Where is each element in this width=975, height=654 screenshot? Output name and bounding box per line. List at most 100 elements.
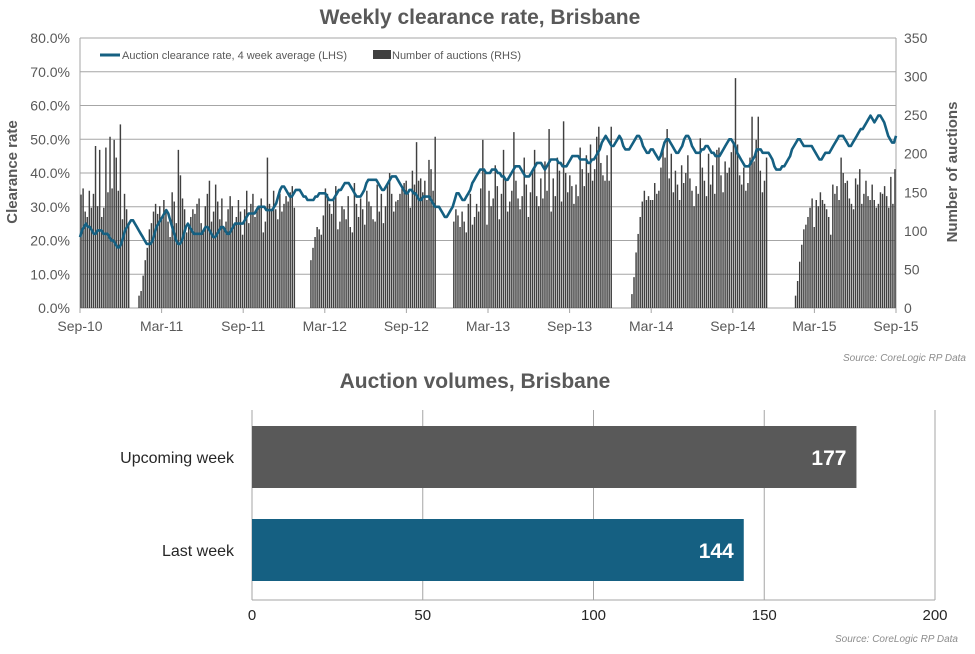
auction-bar — [867, 196, 869, 308]
auction-bar — [542, 198, 544, 308]
auction-bar — [687, 155, 689, 308]
auction-bar — [328, 203, 331, 308]
auction-bar — [714, 193, 716, 308]
auction-bar — [531, 170, 534, 308]
auction-bar — [86, 216, 88, 308]
auction-bar — [146, 247, 149, 308]
auction-bar — [144, 260, 146, 308]
y2-tick-label: 300 — [904, 69, 928, 85]
auction-bar — [212, 211, 215, 308]
auction-bar — [890, 176, 892, 308]
auction-bar — [148, 229, 151, 308]
auction-bar — [815, 200, 817, 308]
auction-bar — [463, 221, 465, 308]
auction-bar — [227, 209, 229, 308]
x-tick-label: 100 — [581, 607, 606, 624]
source-note-bottom: Source: CoreLogic RP Data — [835, 634, 958, 645]
auction-bar — [231, 206, 233, 308]
auction-bar — [405, 180, 407, 308]
auction-bar — [399, 193, 401, 308]
auction-bar — [863, 193, 865, 308]
y-tick-label: 10.0% — [30, 266, 70, 282]
auction-bar — [98, 149, 101, 308]
auction-bar — [751, 116, 753, 308]
auction-bar — [395, 201, 397, 308]
auction-bar — [885, 196, 888, 308]
auction-bar — [883, 186, 886, 308]
auction-bar — [873, 200, 875, 308]
auction-bar — [653, 183, 656, 308]
auction-bar — [316, 227, 318, 308]
auction-bar — [598, 126, 600, 308]
auction-bar — [422, 192, 424, 308]
auction-bar — [794, 295, 797, 308]
auction-bar — [573, 203, 575, 308]
auction-bar — [724, 161, 726, 308]
auction-bar — [676, 184, 679, 308]
auction-bar — [223, 227, 225, 308]
auction-bar — [411, 170, 414, 308]
auction-bar — [840, 157, 842, 308]
auction-bar — [494, 165, 496, 308]
category-label: Upcoming week — [120, 450, 235, 467]
y-axis-title-right: Number of auctions — [944, 102, 961, 243]
auction-bar — [716, 149, 718, 308]
auction-bar — [635, 252, 637, 308]
auction-bar — [848, 198, 851, 308]
auction-bar — [656, 193, 658, 308]
auction-bar — [357, 216, 360, 308]
auction-bar — [159, 206, 161, 308]
auction-bar — [589, 144, 592, 308]
auction-bar — [755, 139, 757, 308]
auction-bar — [103, 207, 105, 308]
auction-bar — [105, 147, 107, 308]
y-tick-label: 30.0% — [30, 199, 70, 215]
auction-bar — [370, 206, 372, 308]
auction-bar — [312, 247, 314, 308]
auction-bar — [546, 190, 548, 308]
auction-bar — [591, 180, 594, 308]
auction-bar — [453, 221, 455, 308]
auction-bar — [765, 157, 768, 308]
auction-bar — [291, 186, 294, 308]
auction-bar — [498, 219, 501, 308]
auction-bar — [277, 219, 279, 308]
auction-bar — [107, 192, 109, 308]
auction-bar — [241, 234, 244, 308]
auction-bar — [821, 200, 824, 308]
auction-bar — [140, 291, 142, 308]
auction-bar — [351, 232, 354, 308]
auction-bar — [248, 223, 250, 308]
auction-bar — [593, 169, 596, 308]
auction-bar — [190, 216, 192, 308]
auction-bar — [475, 203, 478, 308]
auction-bar — [502, 149, 505, 308]
legend-bar-swatch — [373, 50, 391, 59]
auction-bar — [548, 129, 550, 308]
auction-bar — [482, 139, 484, 308]
auction-bar — [711, 165, 714, 308]
auction-bar — [272, 190, 275, 308]
auction-bar — [695, 186, 697, 308]
x-tick-label: Sep-14 — [710, 318, 755, 334]
auction-bar — [486, 224, 488, 308]
auction-bar — [809, 207, 811, 308]
auction-bar — [544, 161, 546, 308]
auction-bar — [699, 138, 702, 308]
auction-bar — [407, 193, 409, 308]
auction-bar — [492, 198, 494, 308]
bar-value-label: 144 — [699, 540, 734, 563]
auction-bar — [337, 229, 339, 308]
auction-bar — [660, 167, 662, 308]
auction-bar — [206, 193, 209, 308]
auction-bar — [604, 180, 606, 308]
auction-bar — [674, 170, 677, 308]
auction-bar — [380, 193, 383, 308]
auction-bar — [682, 183, 685, 308]
auction-bar — [798, 261, 801, 308]
auction-bar — [217, 201, 219, 308]
y-axis-left: 0.0% 10.0% 20.0% 30.0% 40.0% 50.0% 60.0% 70.0% 8… — [30, 30, 70, 316]
auction-bar — [817, 206, 820, 308]
x-tick-label: Sep-15 — [873, 318, 918, 334]
auction-bar — [672, 192, 675, 308]
